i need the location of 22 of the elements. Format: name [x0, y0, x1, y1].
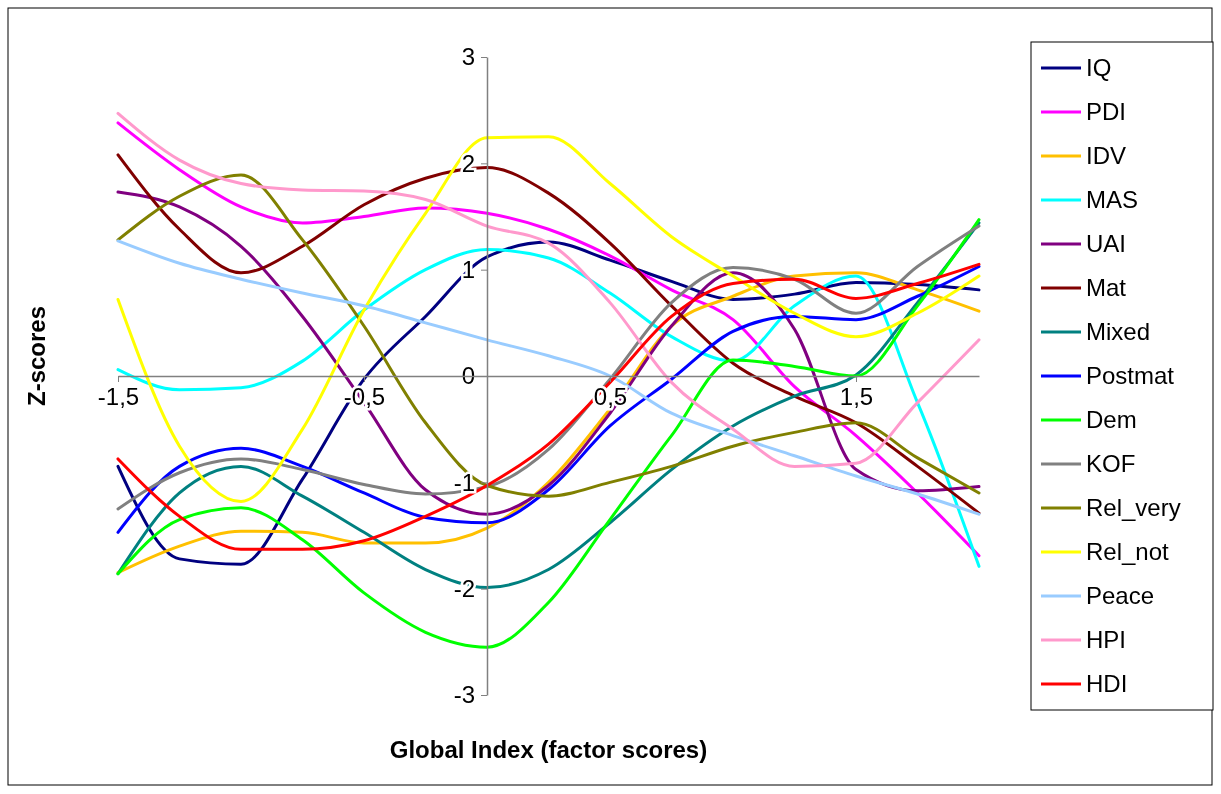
x-tick-label: 1,5 [839, 383, 874, 411]
legend-label: PDI [1086, 98, 1127, 125]
legend-label: HDI [1086, 670, 1128, 697]
legend-label: Mat [1086, 274, 1127, 301]
y-tick-label: 3 [461, 43, 475, 71]
y-tick-label: -3 [453, 681, 475, 709]
legend-label: Dem [1086, 406, 1137, 433]
legend-label: MAS [1086, 186, 1139, 213]
legend-label: Postmat [1086, 362, 1175, 389]
x-axis-title: Global Index (factor scores) [389, 736, 708, 763]
legend-label: HPI [1086, 626, 1127, 653]
y-axis-title: Z-scores [23, 305, 50, 407]
x-tick-label: -1,5 [97, 383, 140, 411]
y-tick-label: -1 [453, 468, 475, 496]
legend-label: Rel_not [1086, 538, 1170, 565]
legend-label: Peace [1086, 582, 1155, 609]
legend-label: KOF [1086, 450, 1136, 477]
legend-label: IDV [1086, 142, 1127, 169]
legend-label: UAI [1086, 230, 1127, 257]
legend-label: Mixed [1086, 318, 1151, 345]
legend-label: Rel_very [1086, 494, 1181, 521]
legend-label: IQ [1086, 54, 1112, 81]
